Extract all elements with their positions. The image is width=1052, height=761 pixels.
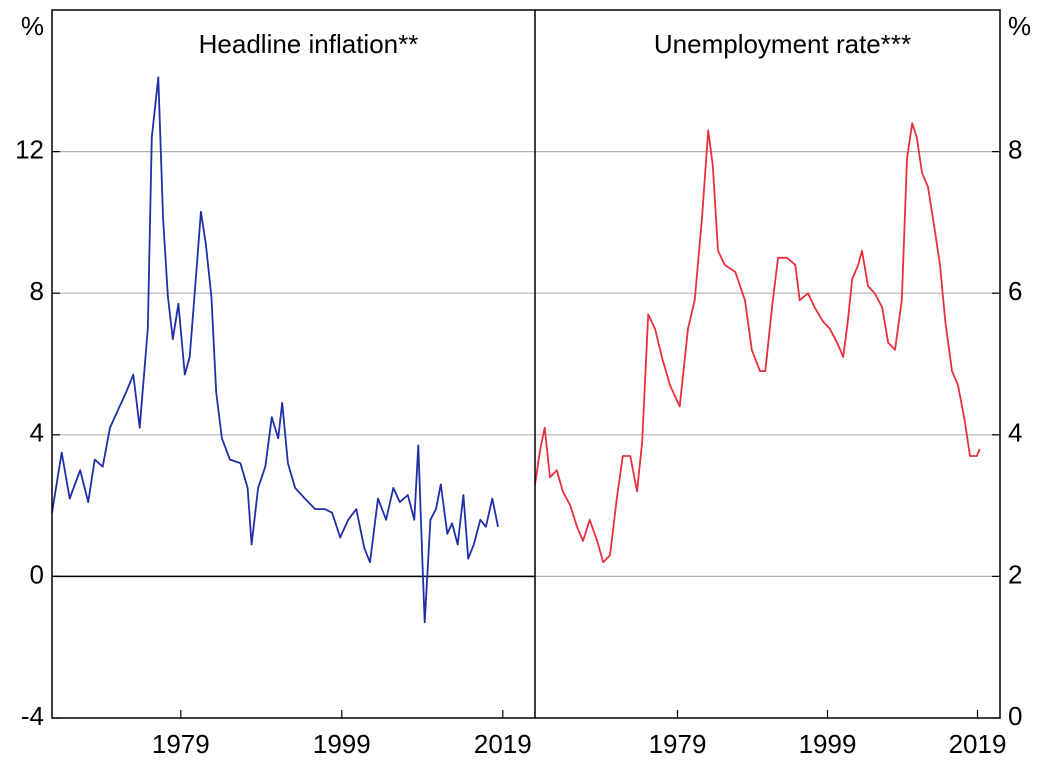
y-tick-label: 4 xyxy=(1008,418,1022,448)
y-tick-label: 0 xyxy=(1008,701,1022,731)
x-tick-label: 1979 xyxy=(649,729,707,759)
y-tick-label: 12 xyxy=(15,134,44,164)
y-tick-label: 2 xyxy=(1008,559,1022,589)
panel-title: Unemployment rate*** xyxy=(654,29,911,59)
y-axis-label: % xyxy=(21,11,44,41)
x-tick-label: 2019 xyxy=(474,729,532,759)
y-tick-label: -4 xyxy=(21,701,44,731)
y-tick-label: 4 xyxy=(30,418,44,448)
y-axis-label: % xyxy=(1008,11,1031,41)
x-tick-label: 2019 xyxy=(949,729,1007,759)
plot-frame xyxy=(51,9,1001,719)
panel-title: Headline inflation** xyxy=(199,29,419,59)
x-tick-label: 1979 xyxy=(152,729,210,759)
x-tick-label: 1999 xyxy=(313,729,371,759)
line-series xyxy=(534,122,981,564)
y-tick-label: 8 xyxy=(1008,134,1022,164)
x-tick-label: 1999 xyxy=(799,729,857,759)
y-tick-label: 8 xyxy=(30,276,44,306)
y-tick-label: 0 xyxy=(30,559,44,589)
line-series xyxy=(51,76,499,624)
y-tick-label: 6 xyxy=(1008,276,1022,306)
